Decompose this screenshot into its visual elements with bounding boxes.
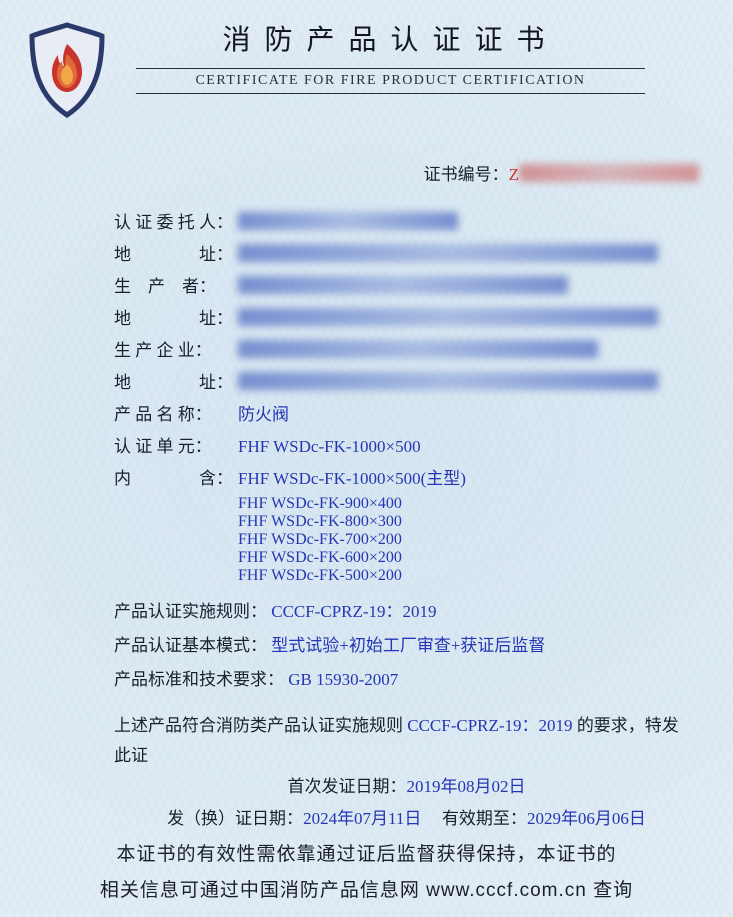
flame-shield-icon — [28, 22, 106, 118]
value-enterprise — [238, 335, 699, 367]
value-producer — [238, 271, 699, 303]
redacted — [238, 372, 658, 390]
label-client: 认 证 委 托 人： — [114, 207, 238, 239]
certificate-container: 消防产品认证证书 CERTIFICATE FOR FIRE PRODUCT CE… — [0, 0, 733, 917]
include-list: FHF WSDc-FK-900×400 FHF WSDc-FK-800×300 … — [238, 495, 699, 585]
redacted — [238, 212, 458, 230]
header-row: 消防产品认证证书 CERTIFICATE FOR FIRE PRODUCT CE… — [28, 18, 705, 118]
label-first-date: 首次发证日期： — [288, 777, 407, 796]
include-item: FHF WSDc-FK-900×400 — [238, 495, 699, 513]
label-unit: 认 证 单 元： — [114, 431, 238, 463]
cert-no-label: 证书编号： — [424, 165, 509, 184]
label-include: 内 含： — [114, 463, 238, 495]
row-rule2: 产品认证基本模式： 型式试验+初始工厂审查+获证后监督 — [114, 629, 699, 663]
logo-shield — [28, 22, 106, 118]
row-addr2: 地 址： — [114, 303, 699, 335]
value-first-date: 2019年08月02日 — [407, 777, 526, 796]
redacted — [238, 244, 658, 262]
certificate-number-row: 证书编号：Z — [28, 160, 705, 185]
row-first-date: 首次发证日期：2019年08月02日 — [114, 771, 699, 803]
row-producer: 生 产 者： — [114, 271, 699, 303]
label-rule1: 产品认证实施规则： — [114, 602, 267, 621]
row-enterprise: 生 产 企 业： — [114, 335, 699, 367]
label-product: 产 品 名 称： — [114, 399, 238, 431]
label-addr2: 地 址： — [114, 303, 238, 335]
value-expire-date: 2029年06月06日 — [527, 809, 646, 828]
include-item: FHF WSDc-FK-700×200 — [238, 531, 699, 549]
value-unit: FHF WSDc-FK-1000×500 — [238, 431, 699, 463]
title-block: 消防产品认证证书 CERTIFICATE FOR FIRE PRODUCT CE… — [136, 18, 705, 94]
label-issue-date: 发（换）证日期： — [167, 809, 303, 828]
redacted — [238, 276, 568, 294]
value-issue-date: 2024年07月11日 — [303, 809, 421, 828]
row-include: 内 含： FHF WSDc-FK-1000×500(主型) — [114, 463, 699, 495]
row-rule1: 产品认证实施规则： CCCF-CPRZ-19：2019 — [114, 595, 699, 629]
value-rule1: CCCF-CPRZ-19：2019 — [271, 602, 436, 621]
label-rule3: 产品标准和技术要求： — [114, 670, 284, 689]
include-item: FHF WSDc-FK-600×200 — [238, 549, 699, 567]
statement-pre: 上述产品符合消防类产品认证实施规则 — [114, 716, 407, 735]
label-producer: 生 产 者： — [114, 271, 238, 303]
value-rule3: GB 15930-2007 — [288, 670, 398, 689]
value-addr2 — [238, 303, 699, 335]
label-enterprise: 生 产 企 业： — [114, 335, 238, 367]
row-client: 认 证 委 托 人： — [114, 207, 699, 239]
rules-block: 产品认证实施规则： CCCF-CPRZ-19：2019 产品认证基本模式： 型式… — [114, 595, 699, 697]
redacted — [238, 340, 598, 358]
footer-line-2: 相关信息可通过中国消防产品信息网 www.cccf.com.cn 查询 — [28, 875, 705, 907]
value-product: 防火阀 — [238, 399, 699, 431]
row-addr3: 地 址： — [114, 367, 699, 399]
label-expire-date: 有效期至： — [442, 809, 527, 828]
value-addr3 — [238, 367, 699, 399]
value-rule2: 型式试验+初始工厂审查+获证后监督 — [271, 636, 545, 655]
row-unit: 认 证 单 元： FHF WSDc-FK-1000×500 — [114, 431, 699, 463]
title-zh: 消防产品认证证书 — [136, 18, 645, 58]
value-client — [238, 207, 699, 239]
label-addr3: 地 址： — [114, 367, 238, 399]
include-item: FHF WSDc-FK-800×300 — [238, 513, 699, 531]
cert-no-prefix: Z — [509, 165, 519, 184]
label-addr1: 地 址： — [114, 239, 238, 271]
cert-no-redacted — [519, 164, 699, 182]
redacted — [238, 308, 658, 326]
row-issue-expire: 发（换）证日期：2024年07月11日 有效期至：2029年06月06日 — [114, 803, 699, 835]
statement: 上述产品符合消防类产品认证实施规则 CCCF-CPRZ-19：2019 的要求，… — [114, 711, 699, 771]
footer-line-1: 本证书的有效性需依靠通过证后监督获得保持，本证书的 — [28, 839, 705, 871]
value-addr1 — [238, 239, 699, 271]
value-include-main: FHF WSDc-FK-1000×500(主型) — [238, 463, 699, 495]
row-rule3: 产品标准和技术要求： GB 15930-2007 — [114, 663, 699, 697]
row-product: 产 品 名 称： 防火阀 — [114, 399, 699, 431]
statement-code: CCCF-CPRZ-19：2019 — [407, 716, 572, 735]
label-rule2: 产品认证基本模式： — [114, 636, 267, 655]
include-item: FHF WSDc-FK-500×200 — [238, 567, 699, 585]
title-en: CERTIFICATE FOR FIRE PRODUCT CERTIFICATI… — [136, 68, 645, 94]
content-block: 认 证 委 托 人： 地 址： 生 产 者： 地 址： 生 产 企 业： 地 址… — [28, 207, 705, 835]
row-addr1: 地 址： — [114, 239, 699, 271]
